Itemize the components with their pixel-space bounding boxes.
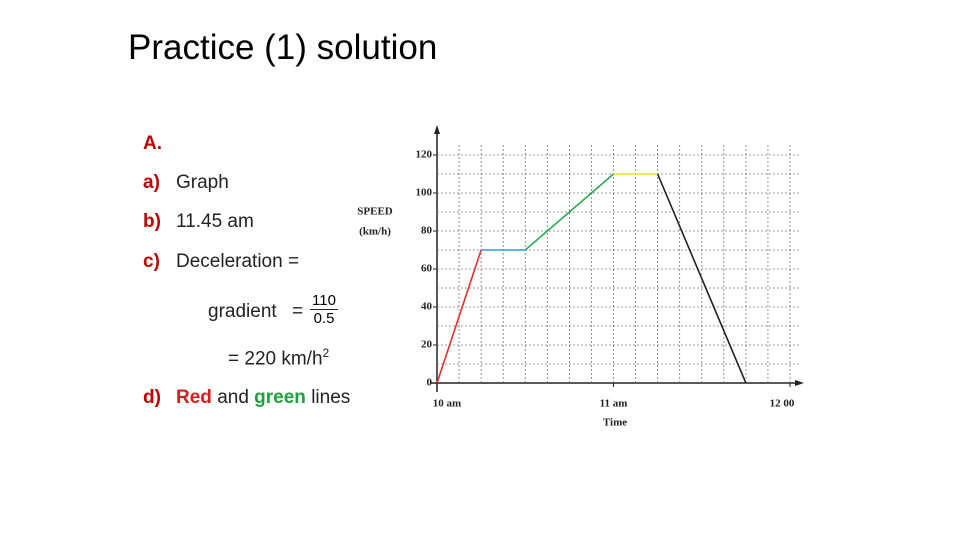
result-text: = 220 km/h — [228, 348, 323, 370]
x-tick-label: 12 00 — [770, 398, 795, 410]
item-label: c) — [143, 251, 160, 272]
y-tick-label: 60 — [421, 263, 433, 275]
y-tick-label: 100 — [416, 187, 433, 199]
y-tick-label: 20 — [421, 339, 433, 351]
x-tick-label: 10 am — [433, 398, 461, 410]
line-segment — [436, 249, 482, 384]
equals: = — [292, 301, 304, 322]
y-tick-label: 0 — [427, 377, 433, 389]
fraction: 110 0.5 — [310, 292, 338, 327]
y-tick-label: 80 — [421, 225, 433, 237]
line-segment — [656, 173, 747, 384]
y-tick-label: 40 — [421, 301, 433, 313]
line-segment — [524, 173, 615, 251]
title: Practice (1) solution — [128, 28, 438, 67]
item-text: 11.45 am — [176, 211, 254, 232]
red-word: Red — [176, 387, 212, 408]
gradient-text: gradient — [208, 301, 277, 322]
y-label: (km/h) — [359, 226, 391, 238]
x-label: Time — [603, 417, 627, 429]
item-label: d) — [143, 387, 161, 408]
item-text: Deceleration = — [176, 251, 300, 272]
y-arrow — [434, 125, 440, 134]
item-text: Graph — [176, 172, 229, 193]
x-tick-label: 11 am — [600, 398, 628, 410]
word: and — [217, 387, 249, 408]
power: 2 — [322, 346, 330, 360]
result: = 220 km/h2 — [228, 346, 329, 370]
item-text: Red and green lines — [176, 387, 350, 409]
numerator: 110 — [310, 292, 338, 310]
item-label: b) — [143, 211, 161, 232]
word: lines — [311, 387, 351, 408]
heading: A. — [143, 133, 162, 154]
green-word: green — [254, 387, 306, 408]
x-arrow — [795, 380, 804, 386]
item-label: a) — [143, 172, 160, 193]
denominator: 0.5 — [313, 310, 335, 327]
y-tick-label: 120 — [416, 149, 433, 161]
y-label: SPEED — [357, 206, 393, 218]
